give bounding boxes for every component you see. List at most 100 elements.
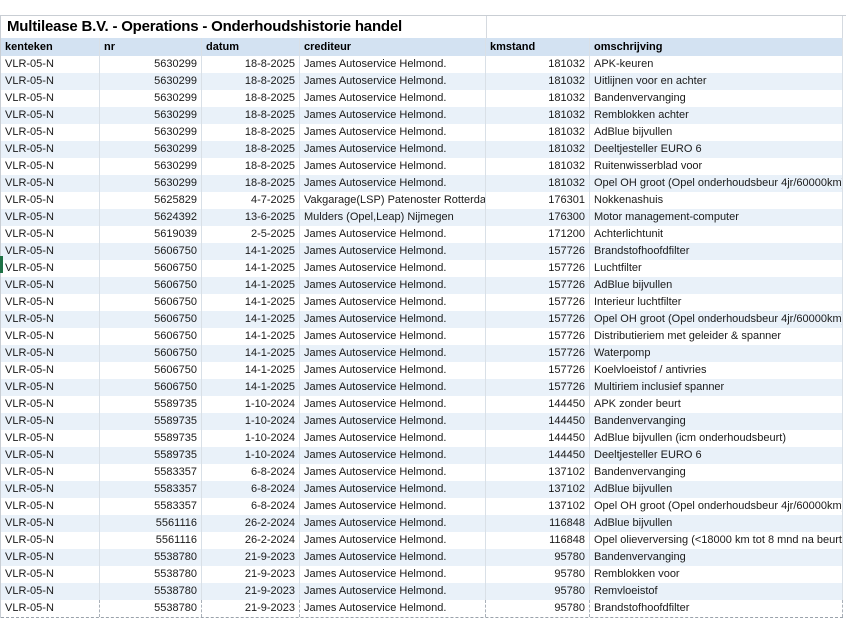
- column-header-datum[interactable]: datum: [202, 38, 300, 56]
- cell-crediteur[interactable]: James Autoservice Helmond.: [300, 345, 486, 362]
- cell-kmstand[interactable]: 181032: [486, 175, 590, 192]
- cell-datum[interactable]: 18-8-2025: [202, 141, 300, 158]
- cell-nr[interactable]: 5619039: [100, 226, 202, 243]
- cell-kmstand[interactable]: 95780: [486, 600, 590, 617]
- cell-datum[interactable]: 21-9-2023: [202, 566, 300, 583]
- table-row[interactable]: VLR-05-N 5583357 6-8-2024 James Autoservice…: [1, 464, 843, 481]
- cell-nr[interactable]: 5606750: [100, 260, 202, 277]
- cell-kenteken[interactable]: VLR-05-N: [1, 73, 100, 90]
- cell-kmstand[interactable]: 176301: [486, 192, 590, 209]
- cell-datum[interactable]: 14-1-2025: [202, 362, 300, 379]
- cell-kmstand[interactable]: 137102: [486, 498, 590, 515]
- cell-omschrijving[interactable]: APK-keuren: [590, 56, 843, 73]
- cell-datum[interactable]: 13-6-2025: [202, 209, 300, 226]
- table-row[interactable]: VLR-05-N 5583357 6-8-2024 James Autoservice…: [1, 481, 843, 498]
- table-row[interactable]: VLR-05-N 5538780 21-9-2023 James Autoservic…: [1, 583, 843, 600]
- cell-nr[interactable]: 5561116: [100, 515, 202, 532]
- cell-kmstand[interactable]: 157726: [486, 277, 590, 294]
- cell-kmstand[interactable]: 157726: [486, 362, 590, 379]
- cell-omschrijving[interactable]: Deeltjesteller EURO 6: [590, 447, 843, 464]
- cell-omschrijving[interactable]: Distributieriem met geleider & spanner: [590, 328, 843, 345]
- table-row[interactable]: VLR-05-N 5561116 26-2-2024 James Autoservic…: [1, 515, 843, 532]
- cell-omschrijving[interactable]: Brandstofhoofdfilter: [590, 243, 843, 260]
- table-row[interactable]: VLR-05-N 5606750 14-1-2025 James Autoservic…: [1, 277, 843, 294]
- cell-omschrijving[interactable]: AdBlue bijvullen: [590, 124, 843, 141]
- cell-kenteken[interactable]: VLR-05-N: [1, 209, 100, 226]
- cell-crediteur[interactable]: James Autoservice Helmond.: [300, 413, 486, 430]
- cell-kenteken[interactable]: VLR-05-N: [1, 243, 100, 260]
- cell-crediteur[interactable]: James Autoservice Helmond.: [300, 260, 486, 277]
- cell-datum[interactable]: 6-8-2024: [202, 498, 300, 515]
- table-row[interactable]: VLR-05-N 5630299 18-8-2025 James Autoservic…: [1, 73, 843, 90]
- cell-omschrijving[interactable]: Nokkenashuis: [590, 192, 843, 209]
- cell-datum[interactable]: 1-10-2024: [202, 413, 300, 430]
- cell-kenteken[interactable]: VLR-05-N: [1, 90, 100, 107]
- cell-kmstand[interactable]: 95780: [486, 566, 590, 583]
- cell-datum[interactable]: 14-1-2025: [202, 379, 300, 396]
- cell-crediteur[interactable]: James Autoservice Helmond.: [300, 498, 486, 515]
- cell-crediteur[interactable]: James Autoservice Helmond.: [300, 90, 486, 107]
- cell-datum[interactable]: 1-10-2024: [202, 396, 300, 413]
- cell-kmstand[interactable]: 181032: [486, 90, 590, 107]
- cell-crediteur[interactable]: James Autoservice Helmond.: [300, 328, 486, 345]
- cell-kmstand[interactable]: 144450: [486, 447, 590, 464]
- cell-nr[interactable]: 5583357: [100, 464, 202, 481]
- cell-datum[interactable]: 14-1-2025: [202, 243, 300, 260]
- cell-datum[interactable]: 6-8-2024: [202, 481, 300, 498]
- cell-kmstand[interactable]: 157726: [486, 328, 590, 345]
- cell-datum[interactable]: 21-9-2023: [202, 583, 300, 600]
- cell-crediteur[interactable]: James Autoservice Helmond.: [300, 532, 486, 549]
- table-row[interactable]: VLR-05-N 5606750 14-1-2025 James Autoservic…: [1, 260, 843, 277]
- table-row[interactable]: VLR-05-N 5630299 18-8-2025 James Autoservic…: [1, 90, 843, 107]
- cell-nr[interactable]: 5630299: [100, 90, 202, 107]
- cell-nr[interactable]: 5606750: [100, 345, 202, 362]
- cell-datum[interactable]: 14-1-2025: [202, 277, 300, 294]
- cell-nr[interactable]: 5630299: [100, 73, 202, 90]
- cell-crediteur[interactable]: James Autoservice Helmond.: [300, 515, 486, 532]
- cell-crediteur[interactable]: James Autoservice Helmond.: [300, 158, 486, 175]
- cell-kenteken[interactable]: VLR-05-N: [1, 532, 100, 549]
- table-row[interactable]: VLR-05-N 5606750 14-1-2025 James Autoservic…: [1, 379, 843, 396]
- cell-kmstand[interactable]: 157726: [486, 345, 590, 362]
- cell-kmstand[interactable]: 116848: [486, 515, 590, 532]
- cell-kenteken[interactable]: VLR-05-N: [1, 158, 100, 175]
- cell-nr[interactable]: 5589735: [100, 413, 202, 430]
- cell-kenteken[interactable]: VLR-05-N: [1, 566, 100, 583]
- cell-datum[interactable]: 2-5-2025: [202, 226, 300, 243]
- table-row[interactable]: VLR-05-N 5538780 21-9-2023 James Autoservic…: [1, 549, 843, 566]
- cell-nr[interactable]: 5630299: [100, 141, 202, 158]
- table-row[interactable]: VLR-05-N 5589735 1-10-2024 James Autoservic…: [1, 396, 843, 413]
- cell-kenteken[interactable]: VLR-05-N: [1, 107, 100, 124]
- cell-nr[interactable]: 5625829: [100, 192, 202, 209]
- cell-nr[interactable]: 5589735: [100, 396, 202, 413]
- cell-omschrijving[interactable]: Opel OH groot (Opel onderhoudsbeur 4jr/6…: [590, 498, 843, 515]
- cell-omschrijving[interactable]: AdBlue bijvullen: [590, 515, 843, 532]
- cell-nr[interactable]: 5538780: [100, 566, 202, 583]
- cell-crediteur[interactable]: James Autoservice Helmond.: [300, 447, 486, 464]
- cell-crediteur[interactable]: James Autoservice Helmond.: [300, 600, 486, 617]
- cell-kenteken[interactable]: VLR-05-N: [1, 294, 100, 311]
- cell-omschrijving[interactable]: AdBlue bijvullen: [590, 277, 843, 294]
- cell-nr[interactable]: 5583357: [100, 498, 202, 515]
- cell-omschrijving[interactable]: Luchtfilter: [590, 260, 843, 277]
- cell-kmstand[interactable]: 95780: [486, 549, 590, 566]
- cell-datum[interactable]: 26-2-2024: [202, 515, 300, 532]
- table-row[interactable]: VLR-05-N 5630299 18-8-2025 James Autoservic…: [1, 56, 843, 73]
- cell-kenteken[interactable]: VLR-05-N: [1, 396, 100, 413]
- cell-omschrijving[interactable]: Achterlichtunit: [590, 226, 843, 243]
- cell-nr[interactable]: 5630299: [100, 124, 202, 141]
- table-row[interactable]: VLR-05-N 5625829 4-7-2025 Vakgarage(LSP) Pa…: [1, 192, 843, 209]
- cell-nr[interactable]: 5606750: [100, 277, 202, 294]
- column-header-kenteken[interactable]: kenteken: [1, 38, 100, 56]
- cell-kmstand[interactable]: 95780: [486, 583, 590, 600]
- cell-kenteken[interactable]: VLR-05-N: [1, 345, 100, 362]
- cell-omschrijving[interactable]: Opel olieverversing (<18000 km tot 8 mnd…: [590, 532, 843, 549]
- cell-crediteur[interactable]: James Autoservice Helmond.: [300, 379, 486, 396]
- cell-kmstand[interactable]: 157726: [486, 294, 590, 311]
- cell-omschrijving[interactable]: Uitlijnen voor en achter: [590, 73, 843, 90]
- cell-crediteur[interactable]: James Autoservice Helmond.: [300, 294, 486, 311]
- table-row[interactable]: VLR-05-N 5538780 21-9-2023 James Autoservic…: [1, 566, 843, 583]
- cell-omschrijving[interactable]: AdBlue bijvullen: [590, 481, 843, 498]
- cell-kmstand[interactable]: 181032: [486, 73, 590, 90]
- cell-kmstand[interactable]: 137102: [486, 481, 590, 498]
